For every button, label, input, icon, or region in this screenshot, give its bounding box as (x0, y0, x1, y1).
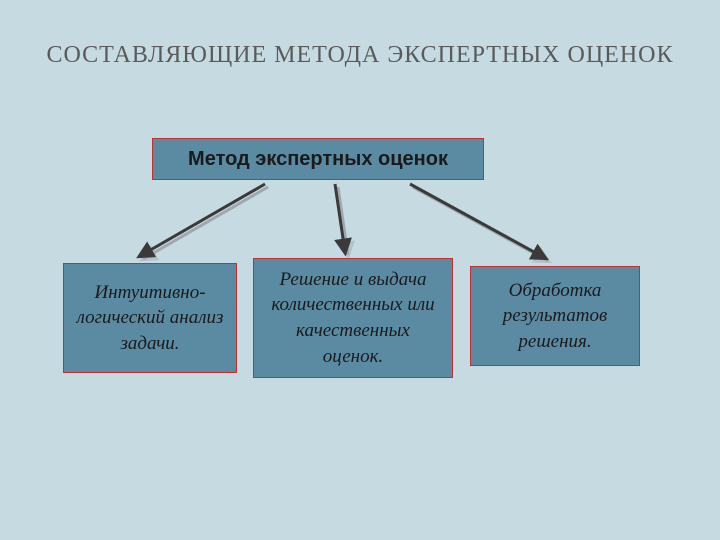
root-label: Метод экспертных оценок (188, 148, 448, 171)
child-label-1: Интуитивно-логический анализ задачи. (74, 280, 226, 357)
diagram-title: СОСТАВЛЯЮЩИЕ МЕТОДА ЭКСПЕРТНЫХ ОЦЕНОК (0, 40, 720, 71)
child-label-2: Решение и выдача количественных или каче… (264, 267, 442, 370)
child-node-1: Интуитивно-логический анализ задачи. (63, 263, 237, 373)
root-node: Метод экспертных оценок (152, 138, 484, 180)
child-node-2: Решение и выдача количественных или каче… (253, 258, 453, 378)
child-node-3: Обработка результатов решения. (470, 266, 640, 366)
child-label-3: Обработка результатов решения. (481, 278, 629, 355)
